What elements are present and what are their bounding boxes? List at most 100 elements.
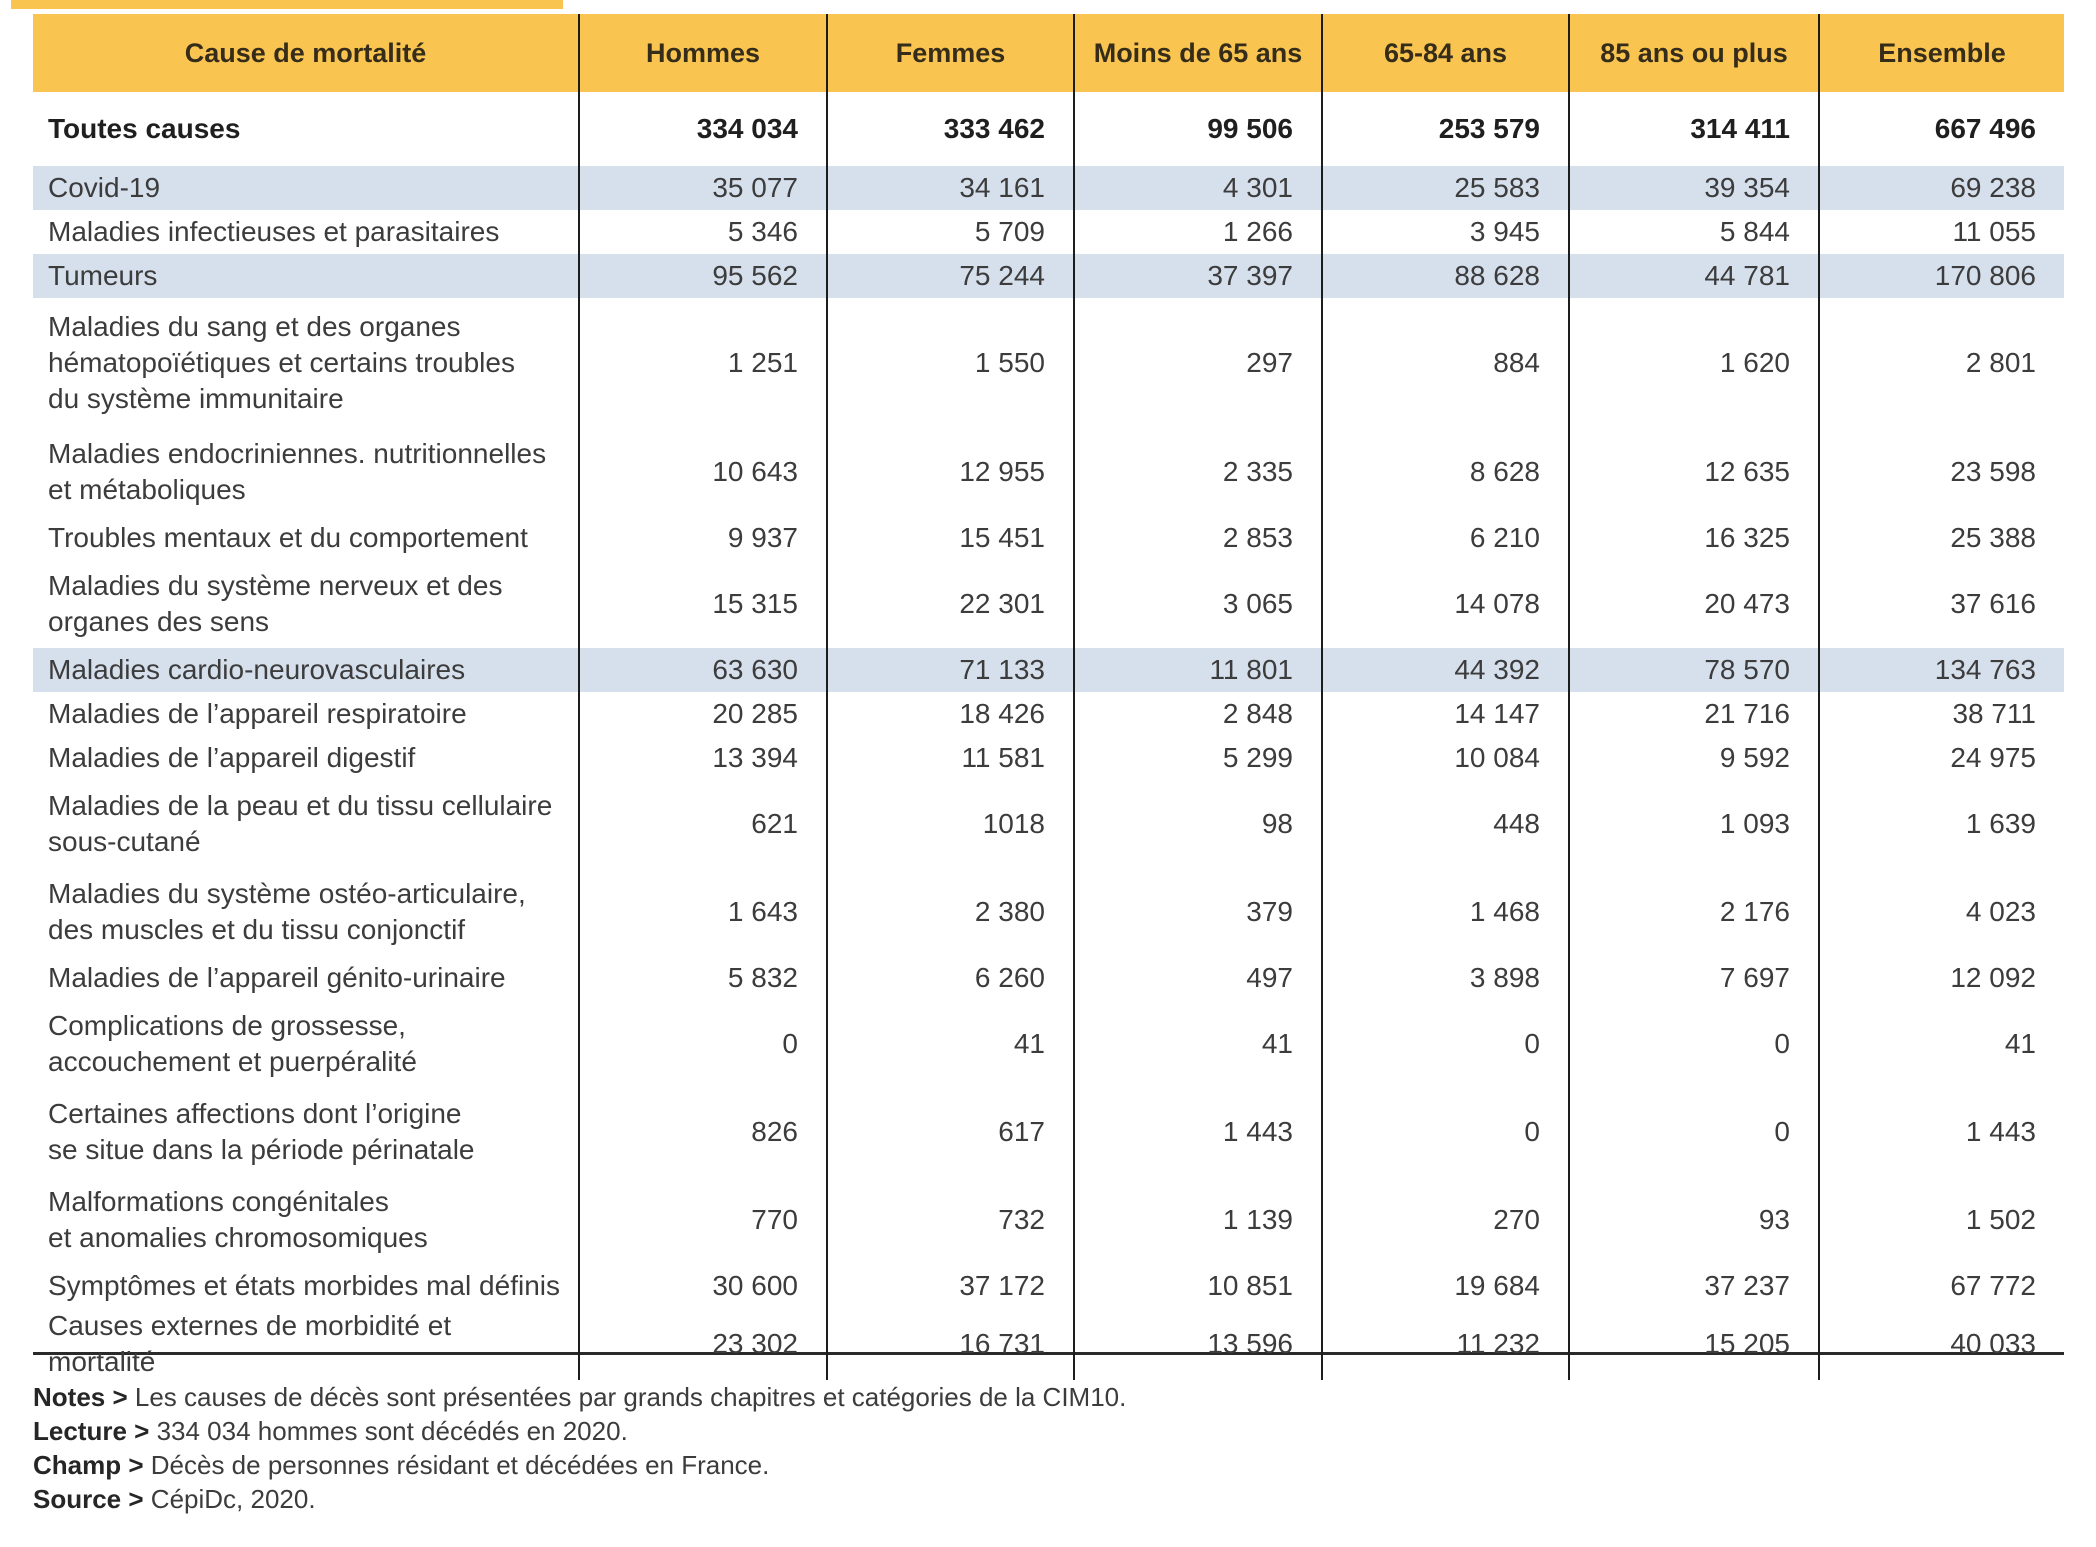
cause-cell: Maladies infectieuses et parasitaires: [48, 216, 500, 247]
mortality-table: Cause de mortalité Hommes Femmes Moins d…: [33, 14, 2064, 1380]
value-cell: 0: [1321, 1000, 1568, 1088]
value-cell: 44 781: [1568, 254, 1818, 298]
table-row: Maladies de l’appareil digestif 13 394 1…: [33, 736, 2064, 780]
value-cell: 14 078: [1321, 560, 1568, 648]
value-cell: 0: [1568, 1000, 1818, 1088]
value-cell: 12 955: [826, 428, 1073, 516]
total-value-moins-65: 99 506: [1073, 92, 1321, 166]
value-cell: 5 709: [826, 210, 1073, 254]
value-cell: 16 731: [826, 1308, 1073, 1380]
value-cell: 1 620: [1568, 298, 1818, 428]
value-cell: 19 684: [1321, 1264, 1568, 1308]
value-cell: 15 205: [1568, 1308, 1818, 1380]
cause-cell: Tumeurs: [48, 260, 158, 291]
value-cell: 24 975: [1818, 736, 2064, 780]
value-cell: 732: [826, 1176, 1073, 1264]
table-row: Malformations congénitales et anomalies …: [33, 1176, 2064, 1264]
value-cell: 1 251: [578, 298, 826, 428]
value-cell: 884: [1321, 298, 1568, 428]
value-cell: 44 392: [1321, 648, 1568, 692]
value-cell: 16 325: [1568, 516, 1818, 560]
value-cell: 1 550: [826, 298, 1073, 428]
total-row-label: Toutes causes: [48, 113, 241, 144]
value-cell: 134 763: [1818, 648, 2064, 692]
note-label: Champ >: [33, 1450, 144, 1480]
value-cell: 63 630: [578, 648, 826, 692]
cause-cell: Symptômes et états morbides mal définis: [48, 1270, 560, 1301]
value-cell: 11 801: [1073, 648, 1321, 692]
value-cell: 448: [1321, 780, 1568, 868]
note-text: 334 034 hommes sont décédés en 2020.: [156, 1416, 628, 1446]
table-body: Covid-19 35 077 34 161 4 301 25 583 39 3…: [33, 166, 2064, 1380]
note-label: Notes >: [33, 1382, 128, 1412]
cause-cell: Covid-19: [48, 172, 161, 203]
value-cell: 0: [578, 1000, 826, 1088]
value-cell: 1 639: [1818, 780, 2064, 868]
value-cell: 35 077: [578, 166, 826, 210]
value-cell: 11 581: [826, 736, 1073, 780]
value-cell: 67 772: [1818, 1264, 2064, 1308]
table-row: Maladies de l’appareil respiratoire 20 2…: [33, 692, 2064, 736]
value-cell: 78 570: [1568, 648, 1818, 692]
value-cell: 1 443: [1073, 1088, 1321, 1176]
value-cell: 0: [1568, 1088, 1818, 1176]
value-cell: 10 851: [1073, 1264, 1321, 1308]
value-cell: 37 172: [826, 1264, 1073, 1308]
value-cell: 10 643: [578, 428, 826, 516]
value-cell: 23 302: [578, 1308, 826, 1380]
value-cell: 5 844: [1568, 210, 1818, 254]
value-cell: 1 643: [578, 868, 826, 956]
value-cell: 71 133: [826, 648, 1073, 692]
cause-cell: Causes externes de morbidité et mortalit…: [48, 1310, 452, 1377]
column-header-65-84: 65-84 ans: [1321, 14, 1568, 92]
table-row: Maladies du sang et des organes hématopo…: [33, 298, 2064, 428]
value-cell: 1 443: [1818, 1088, 2064, 1176]
value-cell: 3 065: [1073, 560, 1321, 648]
note-line: Champ > Décès de personnes résidant et d…: [33, 1448, 1126, 1482]
table-row: Symptômes et états morbides mal définis …: [33, 1264, 2064, 1308]
column-header-cause: Cause de mortalité: [33, 14, 578, 92]
value-cell: 15 451: [826, 516, 1073, 560]
total-value-femmes: 333 462: [826, 92, 1073, 166]
column-header-femmes: Femmes: [826, 14, 1073, 92]
value-cell: 39 354: [1568, 166, 1818, 210]
value-cell: 18 426: [826, 692, 1073, 736]
value-cell: 95 562: [578, 254, 826, 298]
value-cell: 170 806: [1818, 254, 2064, 298]
value-cell: 23 598: [1818, 428, 2064, 516]
value-cell: 6 210: [1321, 516, 1568, 560]
value-cell: 25 388: [1818, 516, 2064, 560]
value-cell: 1 093: [1568, 780, 1818, 868]
column-header-moins-65: Moins de 65 ans: [1073, 14, 1321, 92]
value-cell: 3 898: [1321, 956, 1568, 1000]
value-cell: 41: [1818, 1000, 2064, 1088]
cause-cell: Maladies de l’appareil respiratoire: [48, 698, 467, 729]
total-value-hommes: 334 034: [578, 92, 826, 166]
value-cell: 20 285: [578, 692, 826, 736]
column-header-hommes: Hommes: [578, 14, 826, 92]
table-row: Complications de grossesse, accouchement…: [33, 1000, 2064, 1088]
value-cell: 1 468: [1321, 868, 1568, 956]
value-cell: 37 237: [1568, 1264, 1818, 1308]
value-cell: 770: [578, 1176, 826, 1264]
value-cell: 826: [578, 1088, 826, 1176]
value-cell: 34 161: [826, 166, 1073, 210]
column-header-ensemble: Ensemble: [1818, 14, 2064, 92]
table-row: Troubles mentaux et du comportement 9 93…: [33, 516, 2064, 560]
value-cell: 2 380: [826, 868, 1073, 956]
value-cell: 12 092: [1818, 956, 2064, 1000]
notes-block: Notes > Les causes de décès sont présent…: [33, 1380, 1126, 1516]
table-row: Maladies du système nerveux et des organ…: [33, 560, 2064, 648]
table-row: Maladies infectieuses et parasitaires 5 …: [33, 210, 2064, 254]
cause-cell: Complications de grossesse, accouchement…: [48, 1010, 417, 1077]
cause-cell: Maladies du système nerveux et des organ…: [48, 570, 503, 637]
value-cell: 617: [826, 1088, 1073, 1176]
value-cell: 5 299: [1073, 736, 1321, 780]
value-cell: 11 232: [1321, 1308, 1568, 1380]
table-row: Maladies du système ostéo-articulaire, d…: [33, 868, 2064, 956]
value-cell: 21 716: [1568, 692, 1818, 736]
total-value-65-84: 253 579: [1321, 92, 1568, 166]
value-cell: 98: [1073, 780, 1321, 868]
cause-cell: Maladies du sang et des organes hématopo…: [48, 311, 515, 414]
value-cell: 3 945: [1321, 210, 1568, 254]
